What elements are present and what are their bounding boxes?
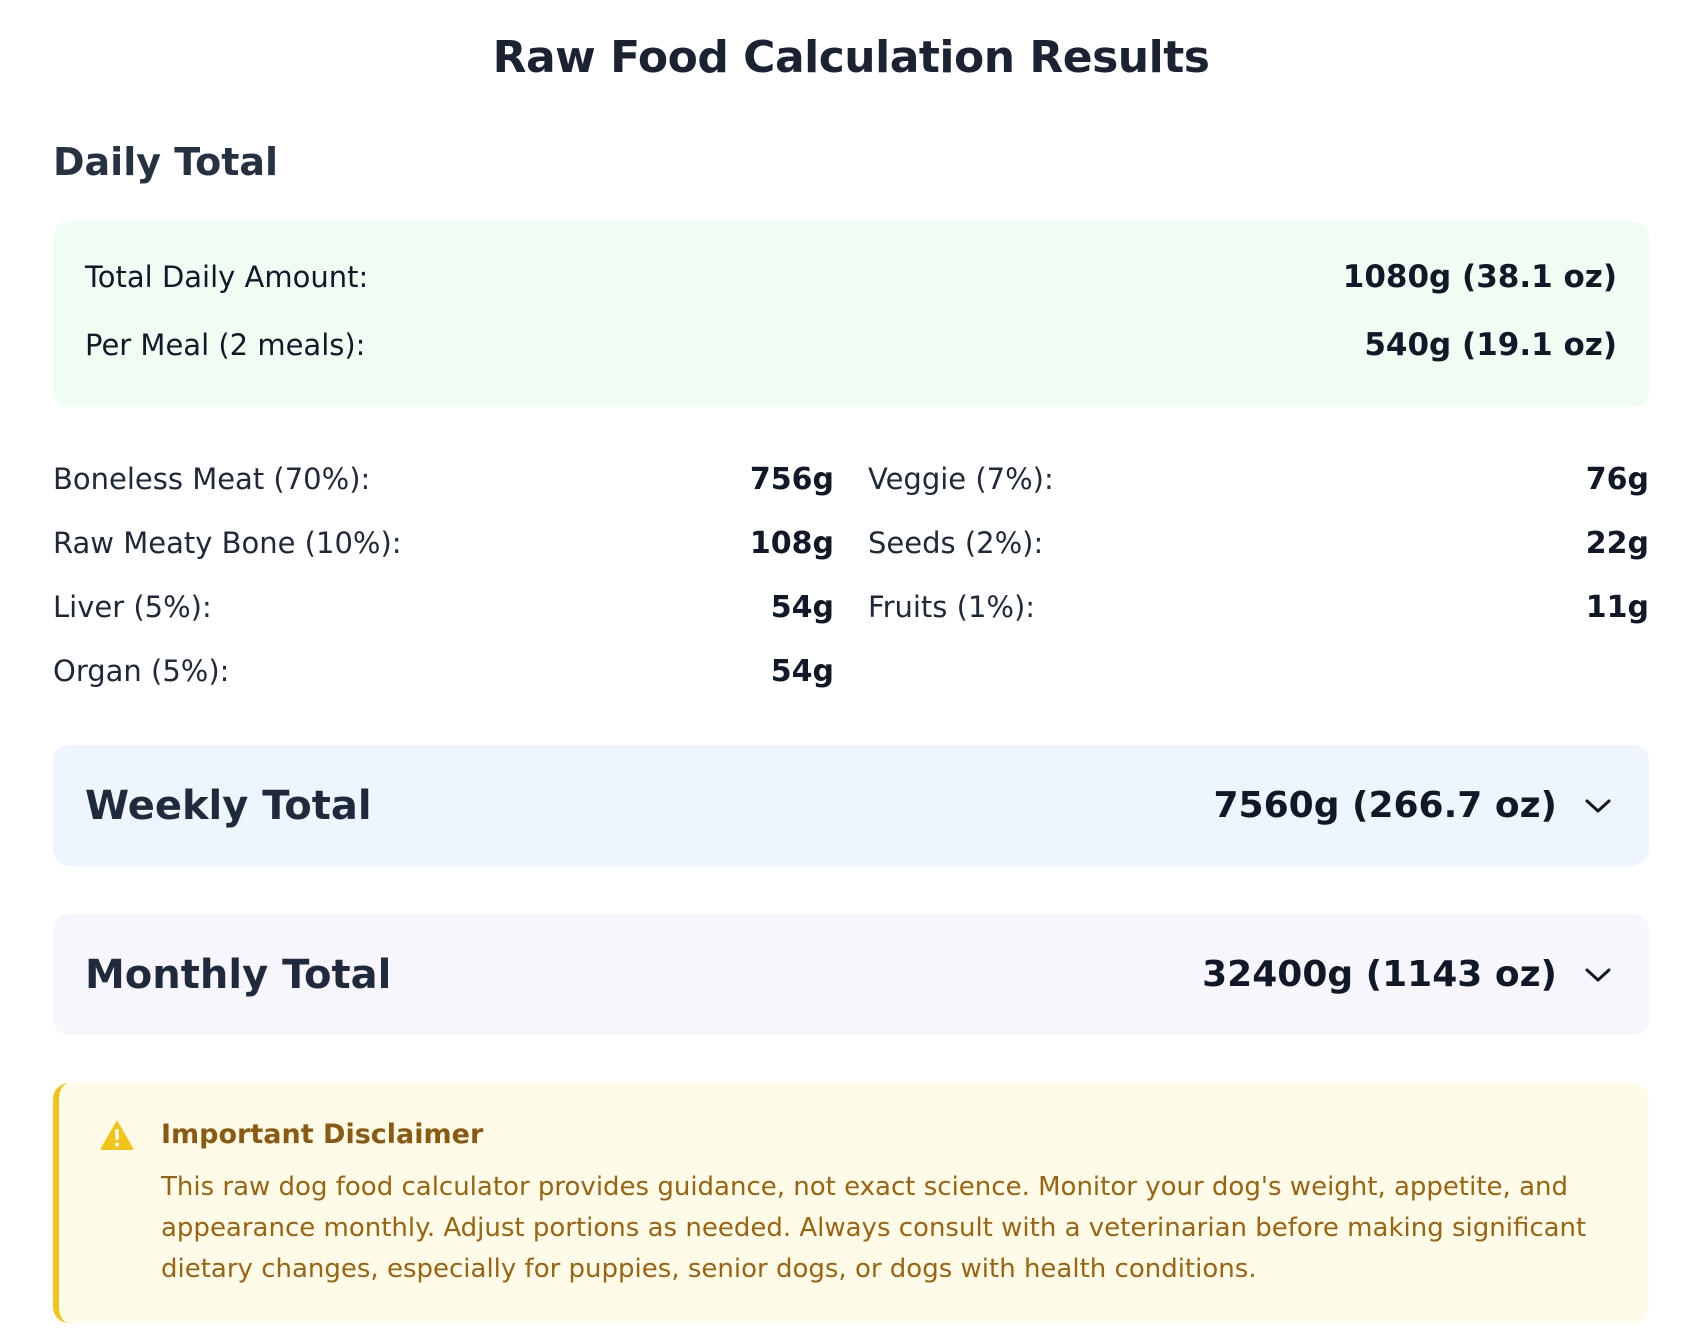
monthly-total-title: Monthly Total: [85, 951, 392, 998]
breakdown-label: Liver (5%):: [53, 590, 212, 624]
chevron-down-icon[interactable]: [1579, 787, 1617, 825]
warning-icon: [99, 1117, 135, 1153]
breakdown-value: 76g: [1585, 461, 1649, 497]
breakdown-label: Raw Meaty Bone (10%):: [53, 526, 402, 560]
breakdown-row-raw-meaty-bone: Raw Meaty Bone (10%): 108g: [53, 511, 834, 575]
breakdown-label: Veggie (7%):: [868, 462, 1054, 496]
monthly-total-toggle[interactable]: Monthly Total 32400g (1143 oz): [53, 914, 1649, 1035]
per-meal-label: Per Meal (2 meals):: [85, 328, 366, 362]
breakdown-label: Boneless Meat (70%):: [53, 462, 371, 496]
weekly-total-toggle[interactable]: Weekly Total 7560g (266.7 oz): [53, 745, 1649, 866]
breakdown-value: 54g: [770, 589, 834, 625]
breakdown-value: 11g: [1585, 589, 1649, 625]
breakdown-label: Organ (5%):: [53, 654, 230, 688]
disclaimer-text: This raw dog food calculator provides gu…: [161, 1172, 1587, 1284]
breakdown-row-boneless-meat: Boneless Meat (70%): 756g: [53, 447, 834, 511]
breakdown-value: 54g: [770, 653, 834, 689]
page-title: Raw Food Calculation Results: [492, 32, 1210, 83]
per-meal-row: Per Meal (2 meals): 540g (19.1 oz): [85, 325, 1617, 365]
breakdown-left-column: Boneless Meat (70%): 756g Raw Meaty Bone…: [53, 447, 834, 703]
breakdown-value: 108g: [749, 525, 834, 561]
disclaimer-title: Important Disclaimer: [161, 1119, 484, 1150]
per-meal-value: 540g (19.1 oz): [1364, 327, 1617, 363]
breakdown-row-organ: Organ (5%): 54g: [53, 639, 834, 703]
ingredient-breakdown: Boneless Meat (70%): 756g Raw Meaty Bone…: [53, 447, 1649, 703]
chevron-down-icon[interactable]: [1579, 956, 1617, 994]
breakdown-label: Fruits (1%):: [868, 590, 1036, 624]
weekly-total-value: 7560g (266.7 oz): [1213, 785, 1558, 826]
breakdown-right-column: Veggie (7%): 76g Seeds (2%): 22g Fruits …: [868, 447, 1649, 703]
total-daily-row: Total Daily Amount: 1080g (38.1 oz): [85, 257, 1617, 297]
monthly-total-summary: 32400g (1143 oz): [1202, 954, 1617, 995]
disclaimer-body: Important Disclaimer This raw dog food c…: [161, 1117, 1609, 1323]
total-daily-label: Total Daily Amount:: [85, 260, 369, 294]
monthly-total-value: 32400g (1143 oz): [1202, 954, 1557, 995]
breakdown-value: 22g: [1585, 525, 1649, 561]
breakdown-row-liver: Liver (5%): 54g: [53, 575, 834, 639]
weekly-total-summary: 7560g (266.7 oz): [1214, 785, 1618, 826]
breakdown-row-veggie: Veggie (7%): 76g: [868, 447, 1649, 511]
breakdown-value: 756g: [749, 461, 834, 497]
breakdown-row-fruits: Fruits (1%): 11g: [868, 575, 1649, 639]
breakdown-label: Seeds (2%):: [868, 526, 1044, 560]
daily-total-heading: Daily Total: [53, 140, 279, 184]
total-daily-value: 1080g (38.1 oz): [1342, 259, 1617, 295]
weekly-total-title: Weekly Total: [85, 782, 372, 829]
breakdown-row-seeds: Seeds (2%): 22g: [868, 511, 1649, 575]
disclaimer-box: Important Disclaimer This raw dog food c…: [53, 1083, 1649, 1323]
daily-summary-box: Total Daily Amount: 1080g (38.1 oz) Per …: [53, 221, 1649, 407]
